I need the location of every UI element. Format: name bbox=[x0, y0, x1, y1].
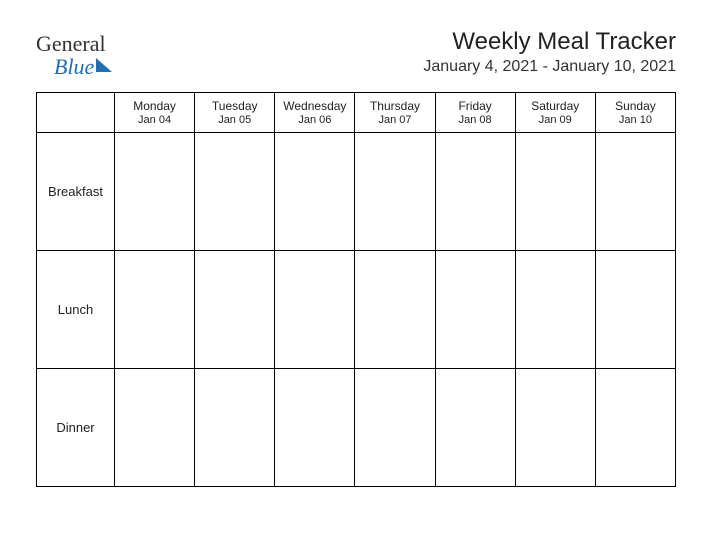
col-header-name: Monday bbox=[119, 99, 190, 113]
logo-text: General Blue bbox=[36, 32, 114, 78]
meal-cell bbox=[435, 251, 515, 369]
meal-cell bbox=[275, 251, 355, 369]
meal-cell bbox=[515, 369, 595, 487]
col-header: SundayJan 10 bbox=[595, 93, 675, 133]
col-header-date: Jan 04 bbox=[119, 114, 190, 126]
col-header-name: Thursday bbox=[359, 99, 430, 113]
table-row: Dinner bbox=[37, 369, 676, 487]
meal-cell bbox=[355, 133, 435, 251]
page-subtitle: January 4, 2021 - January 10, 2021 bbox=[423, 58, 676, 76]
row-label: Dinner bbox=[37, 369, 115, 487]
meal-cell bbox=[195, 251, 275, 369]
meal-cell bbox=[435, 369, 515, 487]
logo-word-2: Blue bbox=[54, 55, 114, 78]
col-header-name: Tuesday bbox=[199, 99, 270, 113]
meal-cell bbox=[435, 133, 515, 251]
meal-cell bbox=[595, 369, 675, 487]
meal-cell bbox=[595, 251, 675, 369]
col-header: SaturdayJan 09 bbox=[515, 93, 595, 133]
col-header: WednesdayJan 06 bbox=[275, 93, 355, 133]
meal-cell bbox=[355, 369, 435, 487]
col-header-date: Jan 07 bbox=[359, 114, 430, 126]
table-row: Breakfast bbox=[37, 133, 676, 251]
meal-cell bbox=[275, 133, 355, 251]
meal-cell bbox=[115, 133, 195, 251]
col-header-date: Jan 10 bbox=[600, 114, 671, 126]
col-header-name: Saturday bbox=[520, 99, 591, 113]
meal-cell bbox=[515, 133, 595, 251]
row-label: Breakfast bbox=[37, 133, 115, 251]
col-header: FridayJan 08 bbox=[435, 93, 515, 133]
meal-cell bbox=[195, 369, 275, 487]
page: General Blue Weekly Meal Tracker January… bbox=[0, 0, 712, 550]
meal-table: MondayJan 04 TuesdayJan 05 WednesdayJan … bbox=[36, 92, 676, 487]
col-header-date: Jan 08 bbox=[440, 114, 511, 126]
table-row: Lunch bbox=[37, 251, 676, 369]
col-header-name: Sunday bbox=[600, 99, 671, 113]
col-header: ThursdayJan 07 bbox=[355, 93, 435, 133]
logo-word-2-text: Blue bbox=[54, 54, 94, 79]
col-header-date: Jan 09 bbox=[520, 114, 591, 126]
title-block: Weekly Meal Tracker January 4, 2021 - Ja… bbox=[423, 28, 676, 76]
logo-word-1: General bbox=[36, 32, 114, 55]
meal-cell bbox=[115, 369, 195, 487]
sail-icon bbox=[96, 55, 114, 78]
header: General Blue Weekly Meal Tracker January… bbox=[36, 28, 676, 78]
meal-cell bbox=[195, 133, 275, 251]
meal-cell bbox=[275, 369, 355, 487]
col-header: TuesdayJan 05 bbox=[195, 93, 275, 133]
page-title: Weekly Meal Tracker bbox=[423, 28, 676, 56]
meal-cell bbox=[355, 251, 435, 369]
col-header-name: Friday bbox=[440, 99, 511, 113]
meal-cell bbox=[595, 133, 675, 251]
meal-cell bbox=[515, 251, 595, 369]
col-header: MondayJan 04 bbox=[115, 93, 195, 133]
logo: General Blue bbox=[36, 28, 114, 78]
col-header-date: Jan 06 bbox=[279, 114, 350, 126]
table-header-row: MondayJan 04 TuesdayJan 05 WednesdayJan … bbox=[37, 93, 676, 133]
meal-cell bbox=[115, 251, 195, 369]
col-header-date: Jan 05 bbox=[199, 114, 270, 126]
row-label: Lunch bbox=[37, 251, 115, 369]
table-corner bbox=[37, 93, 115, 133]
col-header-name: Wednesday bbox=[279, 99, 350, 113]
